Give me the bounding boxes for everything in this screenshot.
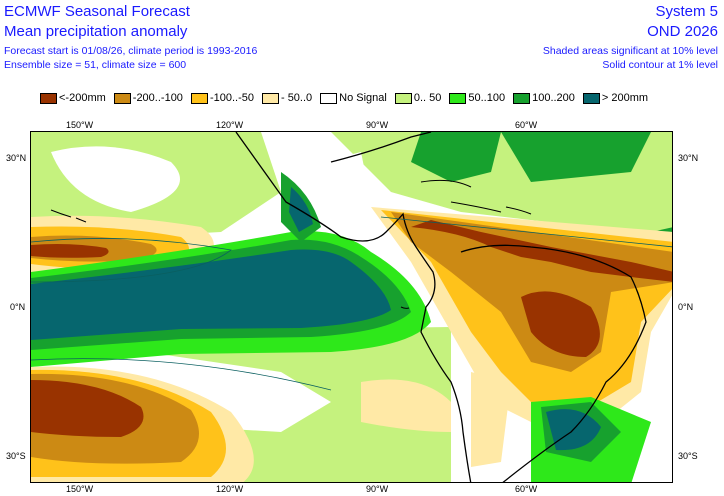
legend-item: - 50..0 (261, 92, 313, 104)
legend-swatch (394, 92, 412, 104)
legend-swatch (582, 92, 600, 104)
coastline-americas (460, 244, 647, 482)
lat-label-left: 30°N (6, 153, 27, 163)
legend-item: 100..200 (513, 92, 575, 104)
lon-label-top: 90°W (366, 120, 389, 130)
legend-item: -100..-50 (190, 92, 254, 104)
significance-contour (31, 358, 332, 391)
legend-label: - 50..0 (280, 92, 313, 104)
anomaly-region-extreme-wet (31, 249, 391, 340)
coastline-americas (330, 132, 432, 163)
coastline-americas (235, 132, 472, 482)
lon-label-bottom: 90°W (366, 484, 389, 494)
legend-item: > 200mm (582, 92, 649, 104)
lat-label-left: 0°N (10, 302, 26, 312)
legend-swatch (449, 92, 467, 104)
forecast-info: Forecast start is 01/08/26, climate peri… (4, 45, 258, 57)
lon-label-top: 150°W (66, 120, 94, 130)
legend-swatch (320, 92, 338, 104)
lon-label-bottom: 120°W (216, 484, 244, 494)
legend-label: 100..200 (532, 92, 575, 104)
anomaly-region-extreme-dry (31, 380, 144, 437)
significance-contour (380, 216, 672, 248)
legend-label: 0.. 50 (413, 92, 442, 104)
anomaly-region-extreme-dry (411, 220, 672, 282)
anomaly-region-extreme-dry (31, 244, 109, 258)
lat-label-right: 30°N (678, 153, 699, 163)
lat-label-right: 0°N (678, 302, 694, 312)
legend-item: 50..100 (449, 92, 505, 104)
anomaly-region-moderate-wet (501, 132, 651, 182)
legend-swatch (513, 92, 531, 104)
anomaly-region-no-signal (51, 146, 180, 212)
legend-label: <-200mm (59, 92, 106, 104)
lon-label-bottom: 150°W (66, 484, 94, 494)
coastline-galapagos (400, 306, 410, 309)
significance-contour-note: Solid contour at 1% level (602, 59, 718, 71)
legend-swatch (261, 92, 279, 104)
legend-label: -100..-50 (209, 92, 254, 104)
legend-item: <-200mm (40, 92, 106, 104)
color-legend: <-200mm -200..-100 -100..-50 - 50..0 No Sign… (40, 92, 656, 104)
significance-shaded-note: Shaded areas significant at 10% level (542, 45, 718, 57)
ensemble-info: Ensemble size = 51, climate size = 600 (4, 59, 187, 71)
coastline-caribbean (420, 179, 532, 215)
anomaly-region-light-dry (361, 379, 451, 432)
significance-contour (31, 238, 232, 283)
anomaly-region-moderate-wet (411, 132, 501, 182)
legend-swatch (113, 92, 131, 104)
anomaly-region-extreme-dry (521, 291, 600, 357)
anomaly-region-light-dry (471, 372, 511, 467)
lat-label-left: 30°S (6, 451, 26, 461)
legend-item: No Signal (320, 92, 387, 104)
lon-label-top: 120°W (216, 120, 244, 130)
legend-swatch (190, 92, 208, 104)
lat-label-right: 30°S (678, 451, 698, 461)
season-label: OND 2026 (647, 23, 718, 40)
coastline-hawaii (50, 209, 87, 223)
system-label: System 5 (655, 3, 718, 20)
map-subtitle: Mean precipitation anomaly (4, 23, 188, 40)
legend-label: -200..-100 (132, 92, 183, 104)
anomaly-region-extreme-wet (289, 187, 313, 232)
legend-label: 50..100 (468, 92, 506, 104)
lon-label-top: 60°W (515, 120, 538, 130)
map-title: ECMWF Seasonal Forecast (4, 3, 190, 20)
legend-label: No Signal (339, 92, 387, 104)
anomaly-region-no-signal (321, 152, 371, 212)
precipitation-anomaly-map (30, 131, 673, 483)
legend-swatch (40, 92, 57, 104)
legend-item: 0.. 50 (394, 92, 442, 104)
legend-label: > 200mm (601, 92, 649, 104)
lon-label-bottom: 60°W (515, 484, 538, 494)
legend-item: -200..-100 (113, 92, 183, 104)
